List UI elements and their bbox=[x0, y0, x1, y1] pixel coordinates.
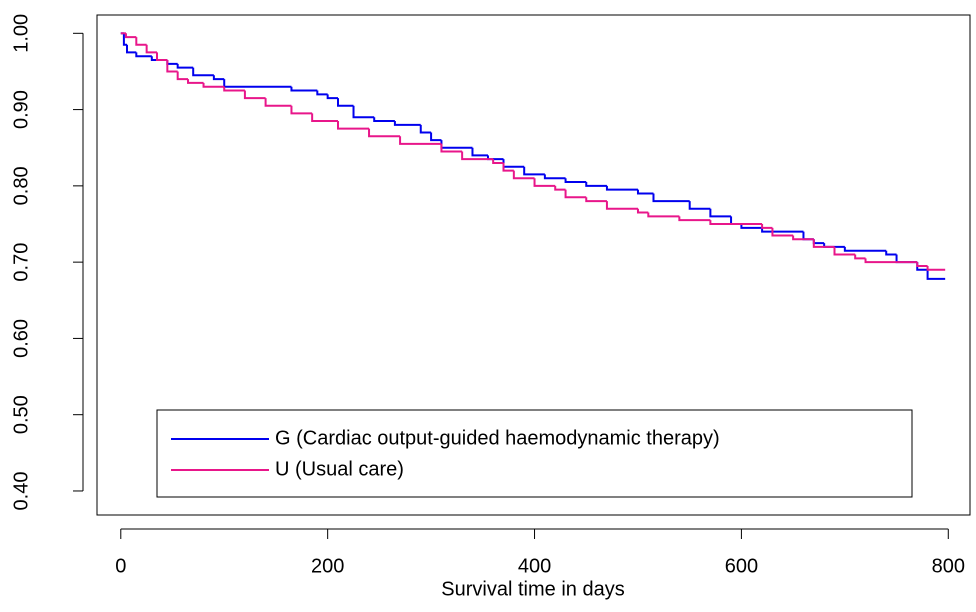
survival-step bbox=[135, 52, 152, 58]
survival-step bbox=[166, 60, 178, 73]
survival-step bbox=[564, 189, 587, 199]
y-tick-label: 1.00 bbox=[10, 14, 32, 53]
survival-step bbox=[393, 121, 421, 126]
survival-step bbox=[523, 166, 545, 176]
survival-step bbox=[337, 98, 354, 107]
survival-step bbox=[352, 105, 375, 119]
x-tick-label: 800 bbox=[932, 555, 965, 577]
survival-step bbox=[187, 79, 204, 84]
x-axis-label: Survival time in days bbox=[441, 578, 624, 600]
survival-step bbox=[916, 262, 928, 267]
survival-step bbox=[502, 159, 525, 168]
survival-step bbox=[440, 143, 463, 153]
survival-step bbox=[730, 216, 742, 226]
survival-step bbox=[554, 185, 566, 191]
survival-step bbox=[709, 208, 732, 218]
survival-step bbox=[864, 258, 918, 264]
survival-step bbox=[502, 162, 514, 172]
survival-step bbox=[740, 224, 763, 229]
survival-step bbox=[605, 201, 638, 210]
survival-step bbox=[636, 189, 654, 195]
y-tick-label: 0.60 bbox=[10, 319, 32, 358]
survival-step bbox=[761, 224, 773, 229]
survival-step bbox=[419, 124, 432, 134]
y-tick-label: 0.70 bbox=[10, 243, 32, 282]
survival-step bbox=[166, 60, 178, 65]
survival-step bbox=[652, 193, 690, 203]
survival-step bbox=[802, 231, 814, 241]
x-tick-label: 400 bbox=[518, 555, 551, 577]
survival-step bbox=[812, 239, 825, 245]
y-tick-label: 0.50 bbox=[10, 395, 32, 434]
survival-step bbox=[176, 71, 189, 81]
survival-step bbox=[647, 212, 680, 218]
survival-step bbox=[430, 132, 442, 142]
survival-step bbox=[833, 246, 856, 256]
survival-step bbox=[636, 208, 649, 214]
survival-step bbox=[264, 98, 292, 107]
survival-step bbox=[135, 37, 147, 46]
survival-step bbox=[533, 178, 556, 187]
survival-step bbox=[399, 136, 442, 145]
survival-step bbox=[709, 220, 763, 226]
survival-step bbox=[192, 67, 214, 77]
survival-step bbox=[771, 227, 794, 237]
survival-step bbox=[512, 170, 535, 180]
survival-step bbox=[812, 239, 835, 248]
survival-step bbox=[926, 265, 946, 271]
x-tick-label: 600 bbox=[725, 555, 758, 577]
survival-step bbox=[461, 151, 494, 161]
survival-step bbox=[122, 33, 127, 46]
survival-step bbox=[243, 90, 266, 100]
survival-step bbox=[688, 201, 711, 210]
survival-step bbox=[471, 147, 488, 157]
plot-frame bbox=[96, 14, 971, 516]
legend-label: U (Usual care) bbox=[275, 458, 404, 480]
survival-step bbox=[290, 86, 318, 92]
survival-step bbox=[895, 254, 918, 264]
legend-box bbox=[156, 409, 913, 498]
x-tick-label: 0 bbox=[115, 555, 126, 577]
y-tick-label: 0.90 bbox=[10, 90, 32, 129]
survival-step bbox=[792, 235, 814, 241]
x-tick-label: 200 bbox=[311, 555, 344, 577]
survival-step bbox=[145, 44, 157, 54]
survival-step bbox=[223, 86, 245, 92]
survival-step bbox=[155, 52, 168, 62]
survival-step bbox=[678, 216, 711, 222]
survival-step bbox=[124, 33, 137, 39]
survival-step bbox=[605, 185, 638, 191]
y-tick-label: 0.80 bbox=[10, 166, 32, 205]
survival-step bbox=[326, 94, 339, 100]
survival-step bbox=[854, 254, 866, 260]
survival-step bbox=[373, 117, 395, 123]
survival-step bbox=[223, 79, 292, 88]
survival-step bbox=[585, 197, 607, 203]
survival-step bbox=[564, 178, 587, 184]
survival-step bbox=[885, 250, 897, 256]
survival-step bbox=[316, 90, 328, 96]
survival-step bbox=[543, 174, 566, 180]
survival-step bbox=[212, 75, 225, 81]
survival-step bbox=[492, 159, 504, 164]
survival-step bbox=[202, 82, 225, 88]
survival-step bbox=[176, 63, 194, 69]
y-tick-label: 0.40 bbox=[10, 472, 32, 511]
survival-step bbox=[926, 269, 946, 280]
survival-step bbox=[843, 246, 887, 252]
survival-step bbox=[585, 182, 607, 187]
survival-step bbox=[311, 113, 339, 123]
survival-step bbox=[368, 128, 401, 138]
survival-step bbox=[337, 121, 370, 130]
survival-step bbox=[440, 140, 473, 149]
survival-step bbox=[290, 105, 313, 115]
survival-step bbox=[125, 44, 137, 54]
legend-label: G (Cardiac output-guided haemodynamic th… bbox=[275, 427, 720, 449]
survival-step bbox=[761, 227, 804, 233]
